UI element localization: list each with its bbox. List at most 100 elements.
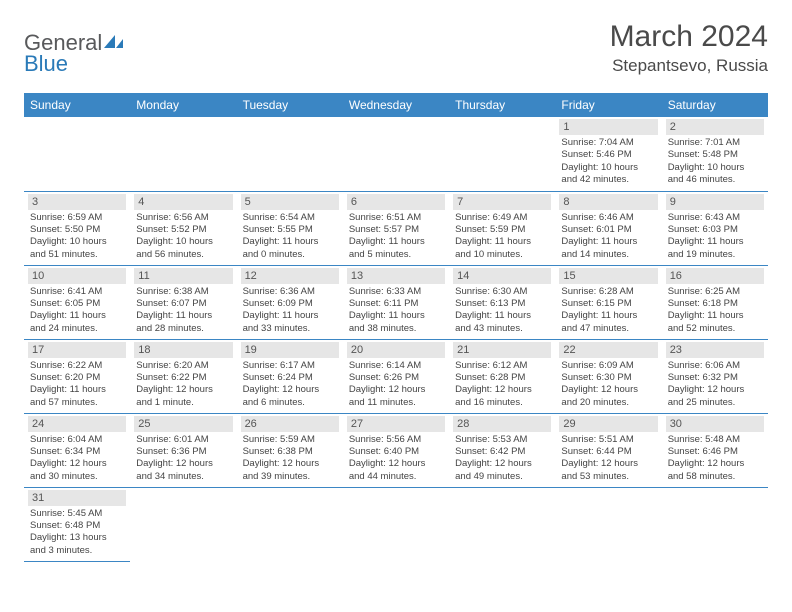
calendar-cell <box>130 487 236 561</box>
sunrise-line: Sunrise: 6:51 AM <box>349 212 443 224</box>
sunset-line: Sunset: 6:01 PM <box>561 224 655 236</box>
sunset-line: Sunset: 6:32 PM <box>668 372 762 384</box>
calendar-cell: 24Sunrise: 6:04 AMSunset: 6:34 PMDayligh… <box>24 413 130 487</box>
weekday-header: Tuesday <box>237 93 343 117</box>
day-info: Sunrise: 6:09 AMSunset: 6:30 PMDaylight:… <box>559 358 657 409</box>
sunrise-line: Sunrise: 6:49 AM <box>455 212 549 224</box>
sunset-line: Sunset: 6:42 PM <box>455 446 549 458</box>
daylight-line: Daylight: 11 hours and 24 minutes. <box>30 310 124 335</box>
day-number: 31 <box>28 490 126 506</box>
sunset-line: Sunset: 6:05 PM <box>30 298 124 310</box>
sunset-line: Sunset: 6:48 PM <box>30 520 124 532</box>
sunset-line: Sunset: 5:59 PM <box>455 224 549 236</box>
sunrise-line: Sunrise: 6:20 AM <box>136 360 230 372</box>
weekday-header: Monday <box>130 93 236 117</box>
sunset-line: Sunset: 6:34 PM <box>30 446 124 458</box>
daylight-line: Daylight: 12 hours and 39 minutes. <box>243 458 337 483</box>
day-number: 22 <box>559 342 657 358</box>
daylight-line: Daylight: 12 hours and 44 minutes. <box>349 458 443 483</box>
daylight-line: Daylight: 12 hours and 20 minutes. <box>561 384 655 409</box>
day-number: 23 <box>666 342 764 358</box>
calendar-cell: 29Sunrise: 5:51 AMSunset: 6:44 PMDayligh… <box>555 413 661 487</box>
day-info: Sunrise: 7:01 AMSunset: 5:48 PMDaylight:… <box>666 135 764 186</box>
day-number: 30 <box>666 416 764 432</box>
day-number: 24 <box>28 416 126 432</box>
daylight-line: Daylight: 12 hours and 34 minutes. <box>136 458 230 483</box>
day-info: Sunrise: 6:04 AMSunset: 6:34 PMDaylight:… <box>28 432 126 483</box>
sunrise-line: Sunrise: 6:41 AM <box>30 286 124 298</box>
day-number: 8 <box>559 194 657 210</box>
sunset-line: Sunset: 6:46 PM <box>668 446 762 458</box>
weekday-header: Sunday <box>24 93 130 117</box>
daylight-line: Daylight: 10 hours and 42 minutes. <box>561 162 655 187</box>
calendar-cell: 1Sunrise: 7:04 AMSunset: 5:46 PMDaylight… <box>555 117 661 191</box>
calendar-cell: 25Sunrise: 6:01 AMSunset: 6:36 PMDayligh… <box>130 413 236 487</box>
calendar-table: Sunday Monday Tuesday Wednesday Thursday… <box>24 93 768 562</box>
sunset-line: Sunset: 6:11 PM <box>349 298 443 310</box>
calendar-cell <box>449 117 555 191</box>
sunrise-line: Sunrise: 6:17 AM <box>243 360 337 372</box>
sunrise-line: Sunrise: 5:56 AM <box>349 434 443 446</box>
day-number: 6 <box>347 194 445 210</box>
daylight-line: Daylight: 11 hours and 10 minutes. <box>455 236 549 261</box>
calendar-week-row: 3Sunrise: 6:59 AMSunset: 5:50 PMDaylight… <box>24 191 768 265</box>
calendar-cell <box>237 117 343 191</box>
daylight-line: Daylight: 11 hours and 47 minutes. <box>561 310 655 335</box>
day-number: 12 <box>241 268 339 284</box>
day-number: 4 <box>134 194 232 210</box>
sunrise-line: Sunrise: 6:43 AM <box>668 212 762 224</box>
calendar-cell <box>24 117 130 191</box>
calendar-cell: 19Sunrise: 6:17 AMSunset: 6:24 PMDayligh… <box>237 339 343 413</box>
calendar-cell: 18Sunrise: 6:20 AMSunset: 6:22 PMDayligh… <box>130 339 236 413</box>
sunset-line: Sunset: 5:48 PM <box>668 149 762 161</box>
day-info: Sunrise: 6:51 AMSunset: 5:57 PMDaylight:… <box>347 210 445 261</box>
day-info: Sunrise: 6:56 AMSunset: 5:52 PMDaylight:… <box>134 210 232 261</box>
day-info: Sunrise: 6:01 AMSunset: 6:36 PMDaylight:… <box>134 432 232 483</box>
daylight-line: Daylight: 11 hours and 19 minutes. <box>668 236 762 261</box>
sunrise-line: Sunrise: 6:14 AM <box>349 360 443 372</box>
sunrise-line: Sunrise: 6:56 AM <box>136 212 230 224</box>
sunrise-line: Sunrise: 6:46 AM <box>561 212 655 224</box>
calendar-cell: 27Sunrise: 5:56 AMSunset: 6:40 PMDayligh… <box>343 413 449 487</box>
day-info: Sunrise: 6:30 AMSunset: 6:13 PMDaylight:… <box>453 284 551 335</box>
weekday-header: Wednesday <box>343 93 449 117</box>
sunset-line: Sunset: 6:44 PM <box>561 446 655 458</box>
sunset-line: Sunset: 6:22 PM <box>136 372 230 384</box>
sunset-line: Sunset: 6:07 PM <box>136 298 230 310</box>
weekday-header-row: Sunday Monday Tuesday Wednesday Thursday… <box>24 93 768 117</box>
daylight-line: Daylight: 13 hours and 3 minutes. <box>30 532 124 557</box>
sunset-line: Sunset: 5:50 PM <box>30 224 124 236</box>
calendar-week-row: 10Sunrise: 6:41 AMSunset: 6:05 PMDayligh… <box>24 265 768 339</box>
day-number: 2 <box>666 119 764 135</box>
day-number: 13 <box>347 268 445 284</box>
daylight-line: Daylight: 10 hours and 51 minutes. <box>30 236 124 261</box>
daylight-line: Daylight: 12 hours and 30 minutes. <box>30 458 124 483</box>
calendar-cell: 9Sunrise: 6:43 AMSunset: 6:03 PMDaylight… <box>662 191 768 265</box>
day-info: Sunrise: 6:36 AMSunset: 6:09 PMDaylight:… <box>241 284 339 335</box>
day-info: Sunrise: 6:38 AMSunset: 6:07 PMDaylight:… <box>134 284 232 335</box>
calendar-cell: 16Sunrise: 6:25 AMSunset: 6:18 PMDayligh… <box>662 265 768 339</box>
month-title: March 2024 <box>610 20 768 54</box>
day-info: Sunrise: 6:17 AMSunset: 6:24 PMDaylight:… <box>241 358 339 409</box>
calendar-week-row: 31Sunrise: 5:45 AMSunset: 6:48 PMDayligh… <box>24 487 768 561</box>
daylight-line: Daylight: 12 hours and 25 minutes. <box>668 384 762 409</box>
calendar-week-row: 1Sunrise: 7:04 AMSunset: 5:46 PMDaylight… <box>24 117 768 191</box>
sunrise-line: Sunrise: 6:28 AM <box>561 286 655 298</box>
day-number: 7 <box>453 194 551 210</box>
sunset-line: Sunset: 6:18 PM <box>668 298 762 310</box>
sunset-line: Sunset: 5:52 PM <box>136 224 230 236</box>
sunrise-line: Sunrise: 7:04 AM <box>561 137 655 149</box>
day-info: Sunrise: 7:04 AMSunset: 5:46 PMDaylight:… <box>559 135 657 186</box>
calendar-body: 1Sunrise: 7:04 AMSunset: 5:46 PMDaylight… <box>24 117 768 561</box>
day-number: 11 <box>134 268 232 284</box>
day-number: 15 <box>559 268 657 284</box>
day-number: 28 <box>453 416 551 432</box>
calendar-cell: 8 Sunrise: 6:46 AMSunset: 6:01 PMDaylight… <box>555 191 661 265</box>
daylight-line: Daylight: 12 hours and 49 minutes. <box>455 458 549 483</box>
day-info: Sunrise: 6:59 AMSunset: 5:50 PMDaylight:… <box>28 210 126 261</box>
day-info: Sunrise: 6:41 AMSunset: 6:05 PMDaylight:… <box>28 284 126 335</box>
daylight-line: Daylight: 11 hours and 14 minutes. <box>561 236 655 261</box>
sunrise-line: Sunrise: 6:25 AM <box>668 286 762 298</box>
calendar-cell <box>343 117 449 191</box>
day-number: 29 <box>559 416 657 432</box>
